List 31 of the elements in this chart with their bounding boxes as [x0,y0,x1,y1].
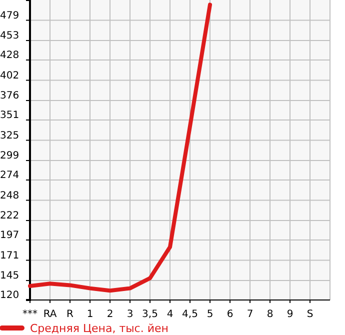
y-tick-label: 453 [0,30,20,42]
x-tick-label: R [66,309,74,320]
x-tick-label: 3 [126,309,134,320]
x-tick-label: 8 [266,309,274,320]
y-tick-label: 428 [0,50,20,61]
x-tick-label: 9 [286,309,294,320]
y-tick-label: 222 [0,210,20,222]
x-tick-label: *** [22,309,38,320]
x-tick-label: 2 [106,309,114,320]
y-tick-label: 402 [0,70,20,82]
x-tick-label: 5 [206,309,214,320]
y-tick-label: 376 [0,90,20,102]
y-tick-label: 351 [0,110,20,121]
legend-label: Средняя Цена, тыс. йен [30,322,168,335]
y-tick-label: 197 [0,230,20,241]
y-tick-label: 299 [0,150,20,162]
x-tick-label: 4,5 [182,309,198,320]
x-tick-label: S [306,309,314,320]
y-tick-label: 248 [0,190,20,202]
y-tick-label: 274 [0,170,20,181]
y-tick-label: 145 [0,270,20,282]
x-tick-label: 1 [86,309,94,320]
y-tick-label: 171 [0,250,20,262]
x-tick-label: RA [43,309,57,320]
x-tick-label: 3,5 [142,309,158,320]
x-tick-label: 7 [246,309,254,320]
x-tick-label: 4 [166,309,174,320]
y-tick-label: 120 [0,290,20,301]
y-tick-label: 479 [0,10,20,22]
y-tick-label: 325 [0,130,20,142]
x-tick-label: 6 [226,309,234,320]
